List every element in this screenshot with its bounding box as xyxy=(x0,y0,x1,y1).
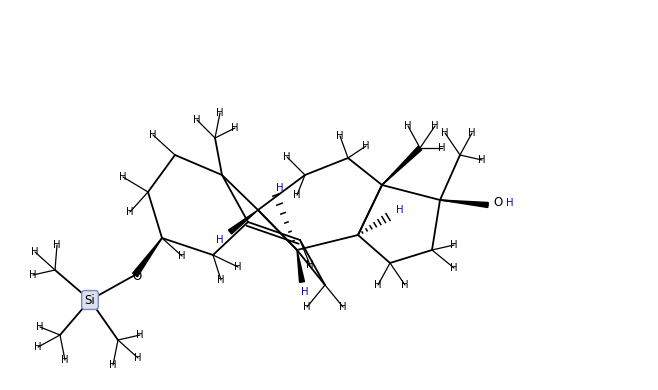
Text: H: H xyxy=(217,275,225,285)
Text: H: H xyxy=(468,128,476,138)
Polygon shape xyxy=(297,250,305,282)
Text: H: H xyxy=(216,235,224,245)
Text: H: H xyxy=(193,115,201,125)
Text: H: H xyxy=(126,207,134,217)
Text: H: H xyxy=(234,262,241,272)
Text: H: H xyxy=(363,141,370,151)
Text: Si: Si xyxy=(85,294,95,307)
Text: H: H xyxy=(450,263,458,273)
Text: H: H xyxy=(396,205,404,215)
Text: H: H xyxy=(231,123,239,133)
Text: H: H xyxy=(336,131,343,141)
Text: H: H xyxy=(61,355,68,365)
Polygon shape xyxy=(228,210,258,234)
Text: H: H xyxy=(438,143,445,153)
Text: H: H xyxy=(29,270,37,280)
Text: H: H xyxy=(478,155,486,165)
Text: H: H xyxy=(450,240,458,250)
Text: H: H xyxy=(136,330,143,340)
Text: H: H xyxy=(283,152,291,162)
Text: H: H xyxy=(301,287,309,297)
Text: H: H xyxy=(36,322,43,332)
Text: H: H xyxy=(340,302,347,312)
Polygon shape xyxy=(440,200,488,207)
Text: H: H xyxy=(109,360,116,370)
Text: H: H xyxy=(276,183,284,193)
Text: H: H xyxy=(404,121,412,131)
Text: H: H xyxy=(303,302,311,312)
Text: H: H xyxy=(149,130,157,140)
Text: H: H xyxy=(216,108,224,118)
Polygon shape xyxy=(382,146,422,185)
Text: H: H xyxy=(293,190,301,200)
Text: H: H xyxy=(31,247,39,257)
Text: H: H xyxy=(178,251,186,261)
Text: H: H xyxy=(34,342,41,352)
Text: H: H xyxy=(119,172,127,182)
Text: H: H xyxy=(431,121,439,131)
Text: H: H xyxy=(374,280,382,290)
Polygon shape xyxy=(132,238,162,277)
Text: O: O xyxy=(494,197,503,209)
Text: H: H xyxy=(401,280,409,290)
Text: O: O xyxy=(132,271,141,284)
Text: H: H xyxy=(306,260,314,270)
Text: H: H xyxy=(506,198,514,208)
Text: H: H xyxy=(53,240,61,250)
Text: H: H xyxy=(134,353,141,363)
Text: H: H xyxy=(442,128,449,138)
